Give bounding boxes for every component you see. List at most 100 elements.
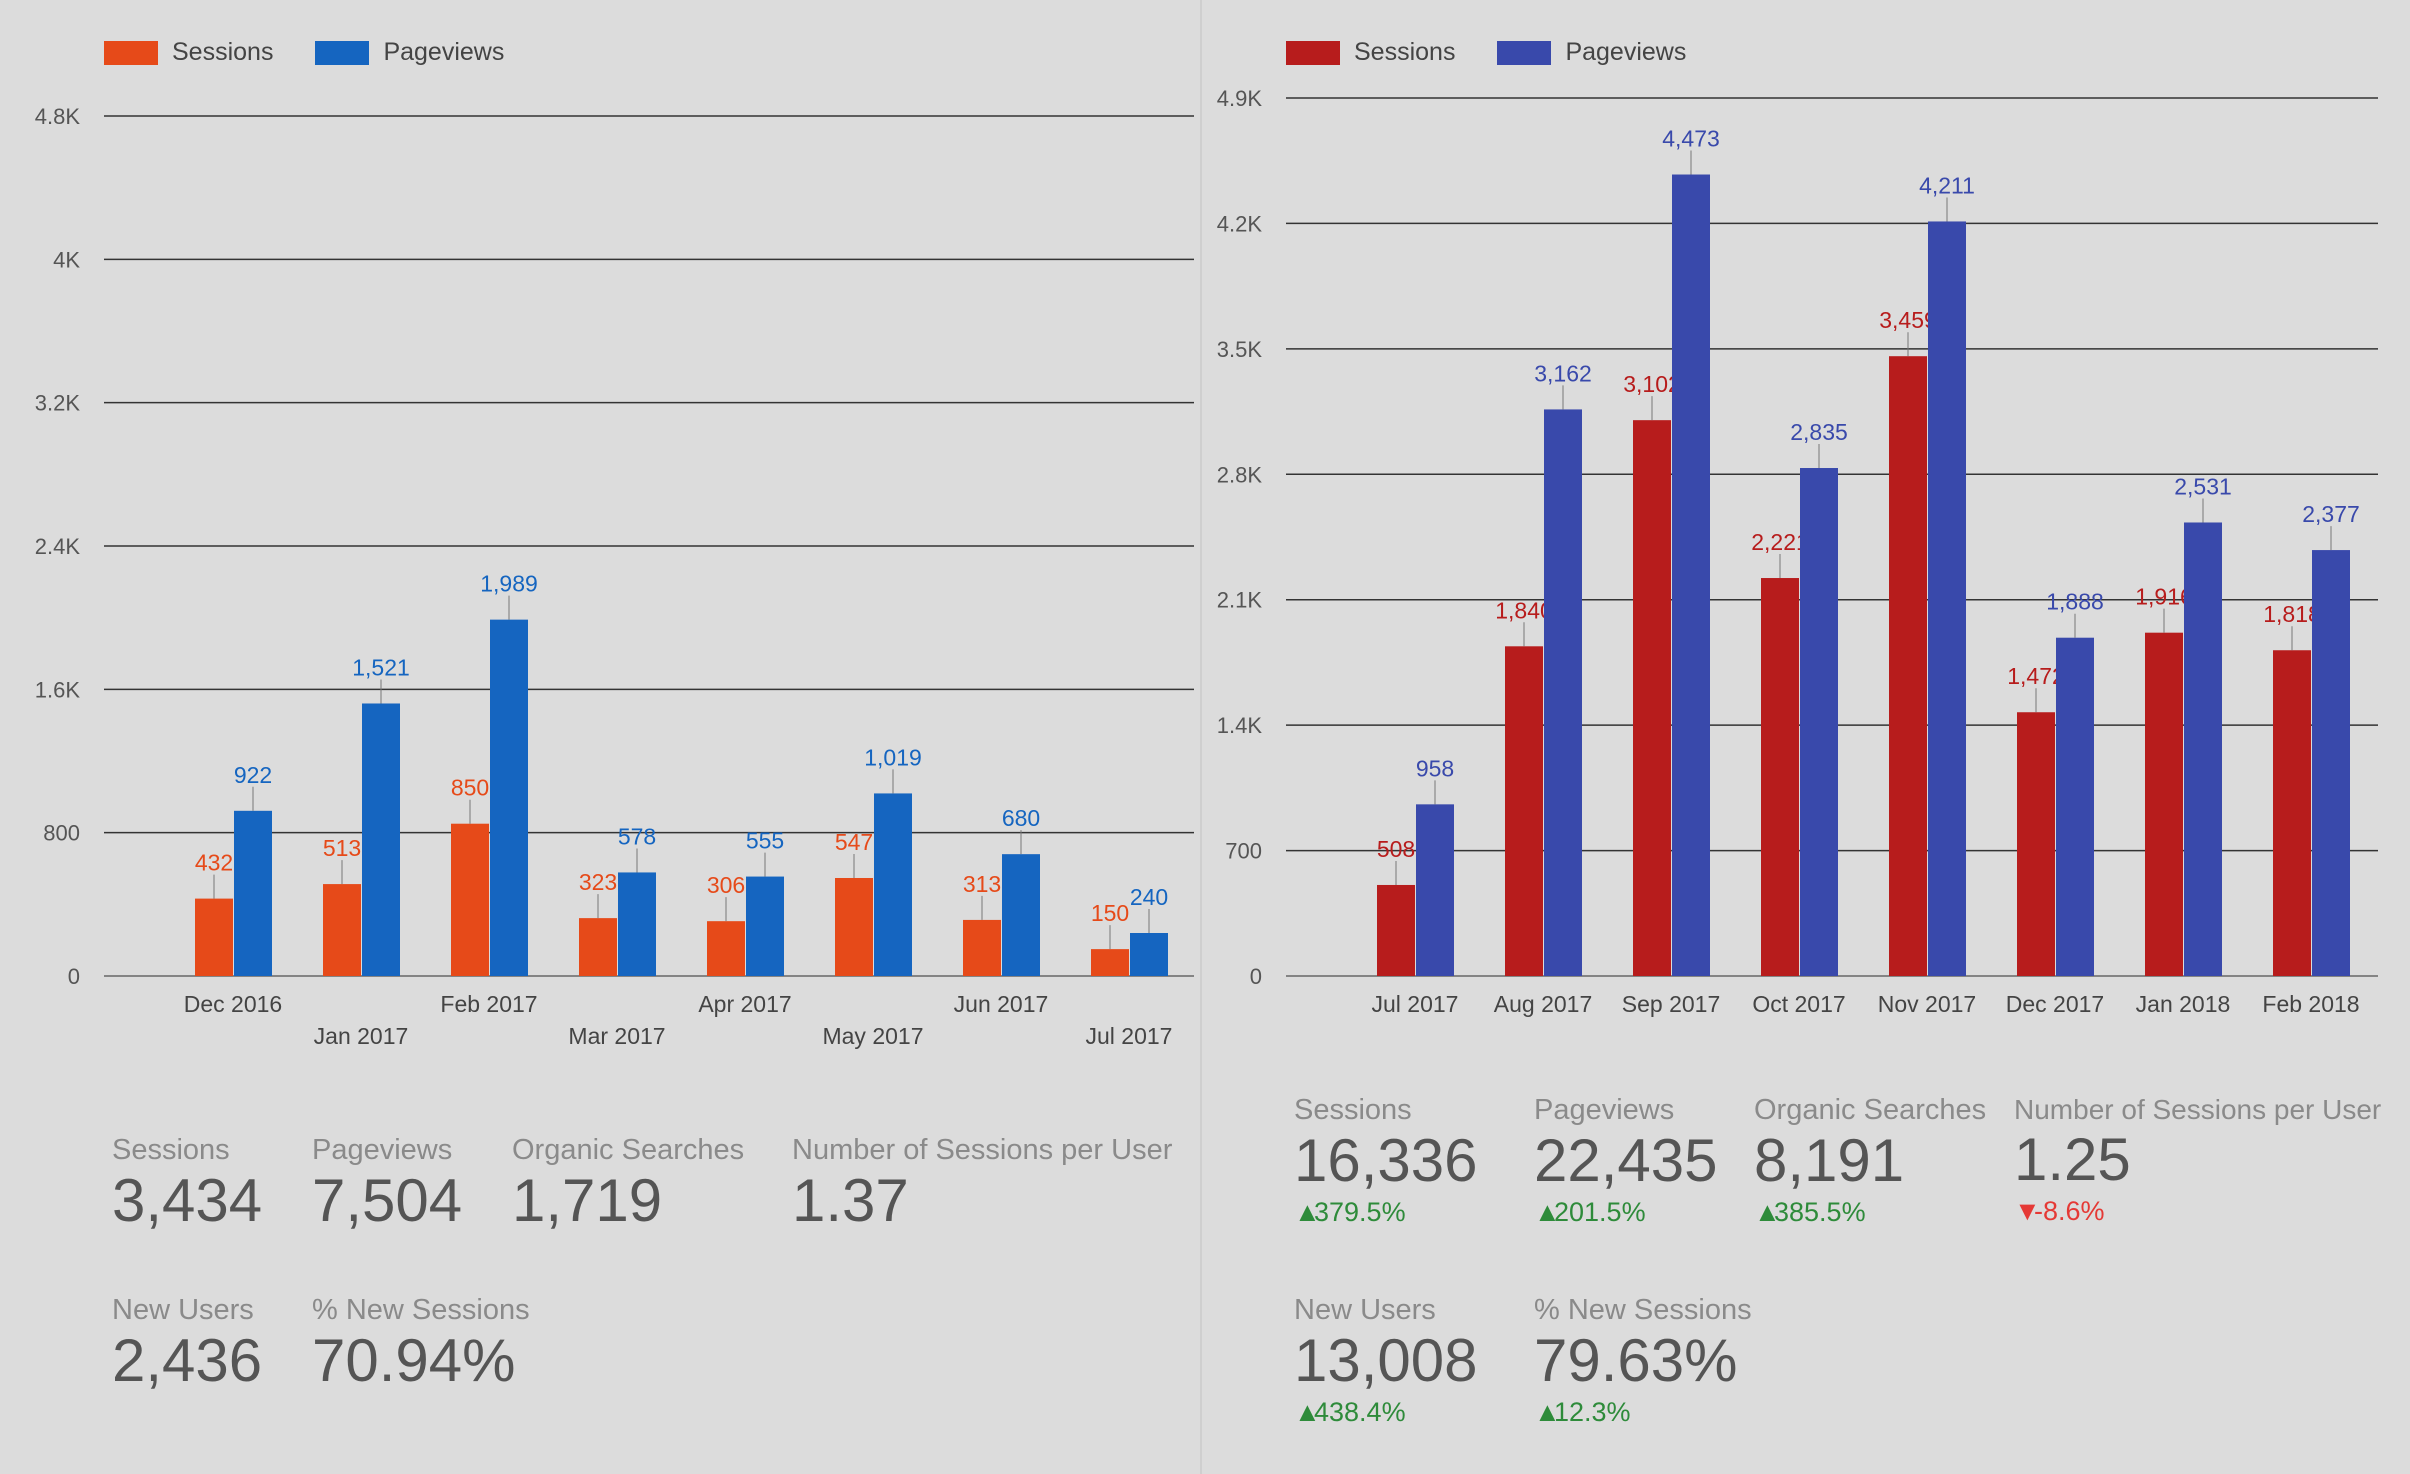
metric-change: ▲379.5% [1294, 1197, 1478, 1228]
data-label: 2,221 [1751, 529, 1809, 555]
metric-sessions-per-user: Number of Sessions per User 1.37 [792, 1134, 1172, 1235]
metric-change: ▲201.5% [1534, 1197, 1718, 1228]
bar-sessions [323, 884, 361, 976]
legend-item-pageviews[interactable]: Pageviews [1497, 38, 1686, 67]
metric-organic-searches: Organic Searches 8,191 ▲385.5% [1754, 1094, 1986, 1228]
data-label: 4,211 [1919, 172, 1975, 198]
data-label: 4,473 [1662, 126, 1720, 152]
bar-sessions [1633, 420, 1671, 976]
chart-legend: Sessions Pageviews [1286, 38, 1728, 67]
data-label: 150 [1091, 900, 1129, 926]
right-report-panel: Sessions Pageviews 0 700 1.4K 2.1K 2.8K 3.5K 4… [1200, 0, 2410, 1474]
metric-value: 8,191 [1754, 1127, 1905, 1194]
y-tick-label: 0 [68, 964, 80, 989]
data-label: 3,459 [1879, 307, 1937, 333]
x-tick-label: Dec 2017 [2006, 991, 2104, 1017]
bar-sessions [1761, 578, 1799, 976]
y-tick-label: 0 [1250, 964, 1262, 989]
arrow-up-icon: ▲ [1534, 1397, 1561, 1427]
data-label: 555 [746, 828, 784, 854]
x-tick-label: Jul 2017 [1372, 991, 1459, 1017]
metric-value: 13,008 [1294, 1327, 1478, 1394]
x-tick-label: Apr 2017 [698, 991, 791, 1017]
bar-pageviews [2056, 637, 2094, 976]
metric-value: 16,336 [1294, 1127, 1478, 1194]
arrow-up-icon: ▲ [1294, 1197, 1321, 1227]
legend-item-sessions[interactable]: Sessions [104, 38, 273, 67]
metric-change: ▲385.5% [1754, 1197, 1986, 1228]
bar-pageviews [2184, 522, 2222, 976]
metric-value: 70.94% [312, 1327, 516, 1394]
bar-pageviews [1800, 468, 1838, 976]
data-label: 922 [234, 762, 272, 788]
bar-sessions [2017, 712, 2055, 976]
x-tick-label: Sep 2017 [1622, 991, 1720, 1017]
metric-value: 3,434 [112, 1167, 263, 1234]
metric-sessions-per-user: Number of Sessions per User 1.25 ▼-8.6% [2014, 1094, 2381, 1227]
data-label: 313 [963, 871, 1001, 897]
metric-label: % New Sessions [1534, 1294, 1752, 1326]
metric-label: New Users [112, 1294, 254, 1326]
y-tick-label: 1.6K [35, 677, 81, 702]
data-label: 2,835 [1790, 419, 1848, 445]
y-tick-label: 1.4K [1217, 713, 1263, 738]
metric-new-users: New Users 13,008 ▲438.4% [1294, 1294, 1478, 1428]
legend-label-pageviews: Pageviews [1565, 38, 1687, 66]
x-tick-label: Mar 2017 [568, 1023, 665, 1049]
metric-label: Organic Searches [512, 1134, 745, 1166]
legend-label-sessions: Sessions [172, 38, 274, 66]
metric-value: 1.37 [792, 1167, 909, 1234]
metric-change-value: 379.5% [1314, 1197, 1406, 1227]
metric-label: New Users [1294, 1294, 1436, 1326]
metric-label: Sessions [112, 1134, 230, 1166]
metric-value: 1,719 [512, 1167, 663, 1234]
metric-change-value: 385.5% [1774, 1197, 1866, 1227]
data-label: 547 [835, 829, 873, 855]
x-tick-label: Jan 2018 [2136, 991, 2231, 1017]
metric-label: Number of Sessions per User [792, 1134, 1173, 1166]
data-label: 958 [1416, 755, 1454, 781]
bar-pageviews [2312, 550, 2350, 976]
x-tick-label: Jan 2017 [314, 1023, 409, 1049]
metric-change-value: 201.5% [1554, 1197, 1646, 1227]
y-tick-label: 2.1K [1217, 588, 1263, 613]
metric-label: Number of Sessions per User [2014, 1094, 2382, 1125]
data-label: 2,531 [2174, 473, 2232, 499]
y-tick-label: 3.2K [35, 391, 81, 416]
metric-change-value: 438.4% [1314, 1397, 1406, 1427]
metric-label: % New Sessions [312, 1294, 530, 1326]
legend-item-sessions[interactable]: Sessions [1286, 38, 1455, 67]
data-label: 850 [451, 775, 489, 801]
arrow-up-icon: ▲ [1294, 1397, 1321, 1427]
legend-label-sessions: Sessions [1354, 38, 1456, 66]
metric-label: Sessions [1294, 1094, 1412, 1126]
y-tick-label: 4K [53, 247, 80, 272]
metric-change-value: 12.3% [1554, 1397, 1631, 1427]
bar-sessions [1505, 646, 1543, 976]
y-tick-label: 2.4K [35, 534, 81, 559]
metric-new-users: New Users 2,436 [112, 1294, 262, 1395]
data-label: 680 [1002, 805, 1040, 831]
bar-pageviews [234, 810, 272, 976]
x-tick-label: May 2017 [822, 1023, 923, 1049]
legend-item-pageviews[interactable]: Pageviews [315, 38, 504, 67]
bar-sessions [835, 877, 873, 976]
arrow-up-icon: ▲ [1534, 1197, 1561, 1227]
x-tick-label: Aug 2017 [1494, 991, 1592, 1017]
bar-pageviews [362, 703, 400, 976]
arrow-down-icon: ▼ [2014, 1196, 2041, 1226]
x-tick-label: Oct 2017 [1752, 991, 1845, 1017]
data-label: 1,818 [2263, 601, 2321, 627]
bar-sessions [1091, 949, 1129, 976]
bar-pageviews [874, 793, 912, 976]
bar-sessions [579, 918, 617, 976]
y-tick-label: 2.8K [1217, 462, 1263, 487]
data-label: 432 [195, 850, 233, 876]
data-label: 3,102 [1623, 371, 1681, 397]
bar-pageviews [1544, 409, 1582, 976]
metric-new-sessions-pct: % New Sessions 79.63% ▲12.3% [1534, 1294, 1752, 1428]
bar-sessions [195, 898, 233, 976]
bar-pageviews [1416, 804, 1454, 976]
metric-value: 22,435 [1534, 1127, 1718, 1194]
metric-label: Organic Searches [1754, 1094, 1987, 1126]
